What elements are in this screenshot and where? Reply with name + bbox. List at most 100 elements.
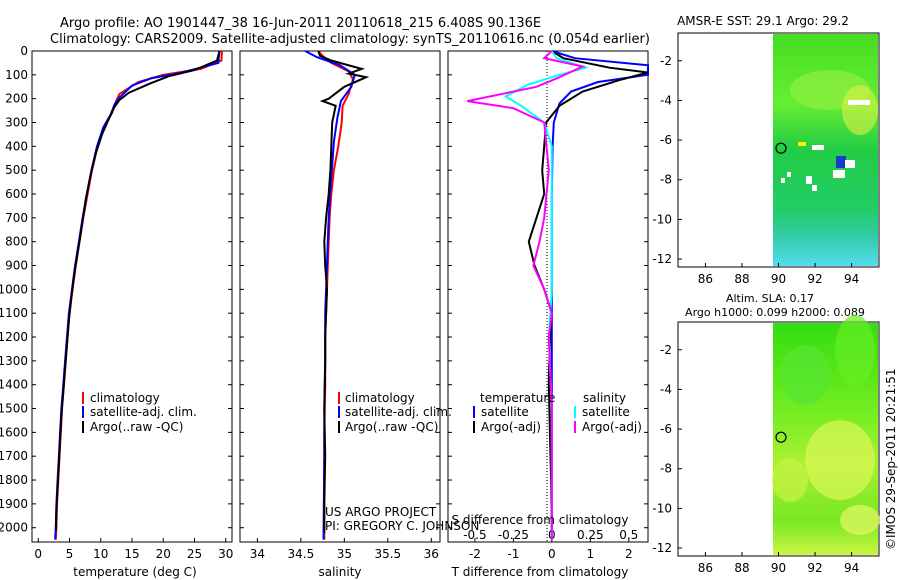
x-tick-label: -2 [469,547,481,561]
y-tick-label: 1000 [0,282,28,296]
x-tick-label: 25 [187,547,202,561]
x-tick-label: 2 [625,547,633,561]
map-y-tick-label: -10 [652,212,672,226]
x-tick-label-top: -0.5 [463,528,486,542]
map-y-tick-label: -6 [660,422,672,436]
y-tick-label: 300 [5,116,28,130]
difference-panel: -2 -1 0 1 2 -0.5 -0.25 0 0.25 0.5 T difference f… [447,50,649,579]
sst-missing-data [806,176,812,184]
x-tick-label: 0 [34,547,42,561]
y-tick-label: 0 [20,44,28,58]
y-tick-label: 1700 [0,449,28,463]
difference-xlabel: T difference from climatology [451,565,629,579]
imos-credit: ©IMOS 29-Sep-2011 20:21:51 [884,368,898,550]
sla-map-panel: Altim. SLA: 0.17 Argo h1000: 0.099 h2000… [652,292,880,575]
difference-xlabel-top: S difference from climatology [452,513,629,527]
y-tick-label: 1900 [0,497,28,511]
sal-legend-climatology-label: climatology [345,391,415,405]
salinity-xlabel: salinity [318,565,361,579]
map-y-tick-label: -8 [660,173,672,187]
sla-patch [840,505,880,535]
x-tick-label: 30 [218,547,233,561]
map-x-tick-label: 92 [807,561,822,575]
y-tick-label: 500 [5,163,28,177]
map-y-tick-label: -4 [660,93,672,107]
y-tick-label: 1500 [0,402,28,416]
map-x-tick-label: 90 [771,561,786,575]
legend-satellite-label: satellite-adj. clim. [90,405,197,419]
x-tick-label: 34.5 [288,547,315,561]
x-tick-label-top: -0.25 [498,528,529,542]
map-x-tick-label: 86 [698,272,713,286]
x-tick-label: 35 [337,547,352,561]
x-tick-label-top: 0.25 [577,528,604,542]
sst-missing-data [833,170,845,178]
y-tick-label: 900 [5,259,28,273]
temperature-axes-frame [31,50,233,543]
y-tick-label: 700 [5,211,28,225]
legend-s-satellite-label: satellite [582,405,630,419]
series-line-argo-raw-qc- [317,50,370,533]
map-y-tick-label: -12 [652,541,672,555]
temperature-legend: climatology satellite-adj. clim. Argo(..… [82,391,197,434]
sla-patch [780,345,830,405]
sst-map-panel: AMSR-E SST: 29.1 Argo: 29.2 86 88 90 92 94 -… [652,14,880,286]
x-tick-label: 35.5 [374,547,401,561]
y-tick-label: 2000 [0,521,28,535]
series-line-satellite-adj-clim- [304,50,356,540]
x-tick-label: 10 [93,547,108,561]
map-x-tick-label: 86 [698,561,713,575]
salinity-legend: climatology satellite-adj. clim. Argo(..… [338,391,452,434]
temperature-xlabel: temperature (deg C) [73,565,196,579]
x-tick-label: 1 [586,547,594,561]
x-tick-label: 36 [424,547,439,561]
temperature-panel: 0 5 10 15 20 25 30 0 100 200 300 400 500 600 700 800 90… [0,44,233,579]
x-tick-label: 34 [250,547,265,561]
legend-t-satellite-label: satellite [481,405,529,419]
series-line-t-satellite [550,50,649,540]
project-line1: US ARGO PROJECT [325,505,437,519]
sla-map-title-line2: Argo h1000: 0.099 h2000: 0.089 [685,306,865,319]
map-y-tick-label: -4 [660,382,672,396]
sla-patch [772,458,808,502]
map-x-tick-label: 94 [844,272,859,286]
x-tick-label: 20 [156,547,171,561]
y-tick-label: 1100 [0,306,28,320]
sal-legend-satellite-label: satellite-adj. clim. [345,405,452,419]
difference-legend: temperature satellite Argo(-adj) salinit… [473,391,642,434]
map-y-tick-label: -12 [652,252,672,266]
series-line-argo-raw-qc- [54,50,221,531]
salinity-panel: 34 34.5 35 35.5 36 salinity climatology sate… [239,50,479,579]
legend-climatology-label: climatology [90,391,160,405]
x-tick-label: 0 [548,547,556,561]
map-x-tick-label: 90 [771,272,786,286]
map-y-tick-label: -2 [660,54,672,68]
map-y-tick-label: -6 [660,133,672,147]
series-line-satellite-adj-clim- [54,50,221,540]
map-x-tick-label: 92 [807,272,822,286]
sst-map-title: AMSR-E SST: 29.1 Argo: 29.2 [677,14,849,28]
map-y-tick-label: -10 [652,501,672,515]
legend-t-argo-label: Argo(-adj) [481,420,541,434]
argo-position-marker [775,431,787,443]
sst-warm-pixel [798,142,806,146]
y-tick-label: 1400 [0,378,28,392]
sst-missing-data [845,160,855,168]
y-tick-label: 1800 [0,473,28,487]
sst-cold-pixel [836,156,846,168]
y-tick-label: 100 [5,68,28,82]
project-line2: PI: GREGORY C. JOHNSON [325,519,479,533]
series-line-s-argo-adj- [466,50,586,540]
sla-patch [835,315,875,385]
map-x-tick-label: 94 [844,561,859,575]
x-tick-label: -1 [507,547,519,561]
argo-position-marker [775,142,787,154]
x-tick-label: 15 [124,547,139,561]
legend-salinity-title: salinity [583,391,626,405]
sla-map-title-line1: Altim. SLA: 0.17 [726,292,814,305]
difference-axes-frame [447,50,649,543]
map-x-tick-label: 88 [734,272,749,286]
sst-missing-data [787,172,791,177]
map-y-tick-label: -8 [660,462,672,476]
